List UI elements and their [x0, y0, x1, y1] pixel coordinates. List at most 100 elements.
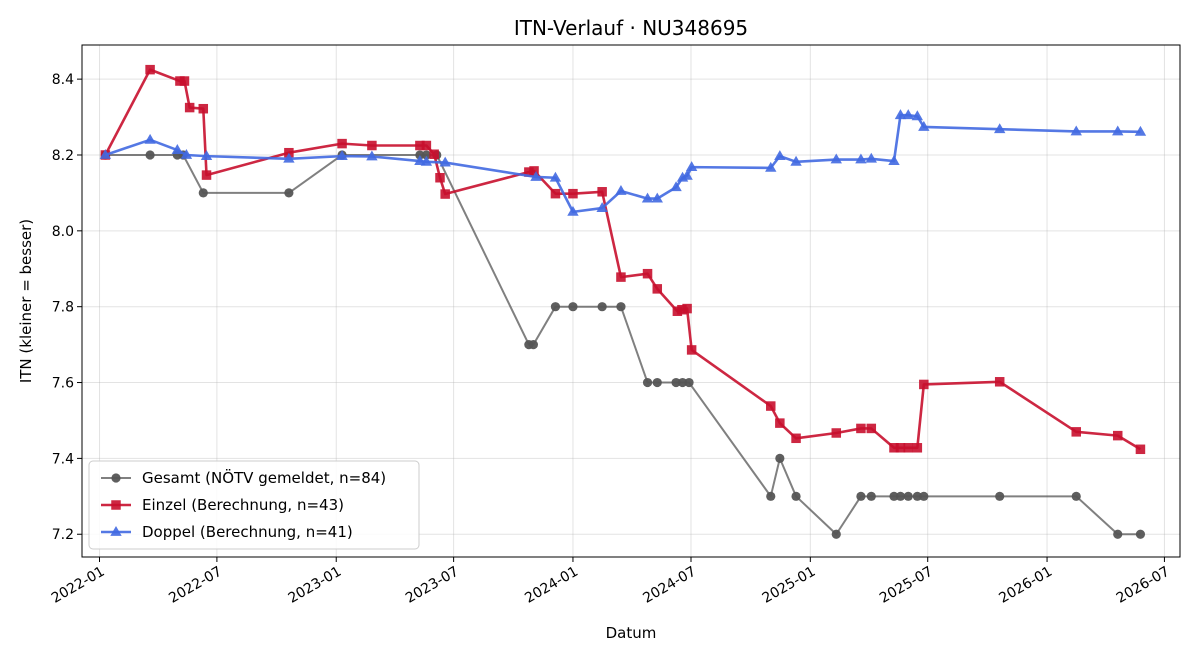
- chart-title: ITN-Verlauf · NU348695: [514, 16, 748, 40]
- data-point: [201, 170, 212, 180]
- series-3: [99, 109, 1147, 216]
- data-point: [550, 188, 561, 199]
- data-point: [1071, 491, 1081, 501]
- data-point: [615, 185, 627, 195]
- data-point: [144, 133, 156, 144]
- data-point: [616, 302, 626, 312]
- data-point: [439, 156, 451, 167]
- data-point: [529, 166, 539, 176]
- data-point: [790, 155, 802, 166]
- legend-item: Einzel (Berechnung, n=43): [101, 496, 344, 514]
- legend-label: Gesamt (NÖTV gemeldet, n=84): [142, 468, 386, 487]
- data-point: [830, 153, 842, 164]
- y-tick-label: 8.2: [52, 148, 74, 164]
- data-point: [856, 491, 866, 501]
- y-axis-label: ITN (kleiner = besser): [17, 219, 35, 383]
- data-point: [549, 171, 562, 182]
- data-point: [524, 167, 534, 177]
- data-point: [596, 202, 608, 212]
- data-point: [831, 428, 842, 438]
- data-point: [919, 491, 929, 501]
- legend-box: [88, 460, 420, 550]
- legend-label: Doppel (Berechnung, n=41): [142, 523, 353, 541]
- legend-swatch-marker: [110, 526, 122, 536]
- data-point: [889, 491, 899, 501]
- data-point: [198, 188, 208, 198]
- data-point: [671, 377, 681, 388]
- data-point: [283, 152, 295, 163]
- grid-lines: [82, 45, 1180, 557]
- legend-swatch-marker: [111, 500, 121, 510]
- data-point: [791, 433, 801, 444]
- data-point: [568, 302, 578, 312]
- series-2: [100, 64, 1146, 455]
- data-point: [1071, 427, 1081, 437]
- data-point: [775, 453, 785, 463]
- data-point: [994, 123, 1006, 134]
- data-point: [912, 443, 923, 453]
- data-point: [415, 150, 425, 160]
- data-point: [903, 491, 913, 501]
- plot-area: [99, 64, 1147, 539]
- data-point: [912, 491, 922, 501]
- data-point: [597, 187, 607, 197]
- data-point: [642, 268, 653, 279]
- data-point: [171, 144, 184, 154]
- data-point: [888, 155, 900, 165]
- data-point: [855, 153, 867, 164]
- y-tick-label: 8.4: [52, 72, 74, 88]
- data-point: [415, 140, 425, 151]
- data-point: [530, 170, 542, 181]
- data-point: [670, 181, 682, 192]
- data-point: [597, 302, 607, 312]
- data-point: [894, 109, 907, 120]
- legend-label: Einzel (Berechnung, n=43): [142, 496, 344, 514]
- data-point: [1135, 444, 1146, 455]
- data-point: [336, 150, 348, 161]
- y-tick-label: 7.2: [52, 527, 74, 543]
- data-point: [856, 423, 866, 434]
- data-point: [1113, 529, 1123, 539]
- data-point: [421, 150, 431, 160]
- x-axis-label: Datum: [606, 624, 657, 642]
- data-point: [889, 443, 899, 453]
- data-point: [681, 169, 693, 180]
- data-point: [995, 491, 1005, 501]
- data-point: [429, 149, 439, 159]
- data-point: [895, 443, 906, 453]
- data-point: [200, 150, 213, 161]
- data-point: [651, 192, 663, 203]
- data-point: [99, 148, 112, 159]
- data-point: [145, 64, 155, 75]
- data-point: [567, 205, 579, 216]
- data-point: [284, 188, 294, 198]
- data-point: [791, 491, 801, 501]
- data-point: [903, 443, 914, 453]
- data-point: [918, 120, 930, 131]
- data-point: [765, 161, 777, 172]
- data-point: [367, 140, 377, 151]
- data-point: [145, 150, 155, 160]
- data-point: [766, 491, 776, 501]
- y-tick-label: 8.0: [52, 224, 74, 240]
- data-point: [919, 379, 929, 390]
- legend-item: Doppel (Berechnung, n=41): [101, 523, 353, 541]
- data-point: [652, 284, 663, 294]
- data-point: [366, 150, 378, 161]
- data-point: [337, 138, 347, 149]
- data-point: [911, 110, 924, 121]
- data-point: [184, 102, 195, 113]
- data-point: [831, 529, 841, 539]
- data-point: [641, 192, 654, 203]
- legend-item: Gesamt (NÖTV gemeldet, n=84): [101, 468, 386, 487]
- data-point: [1112, 430, 1123, 441]
- data-point: [686, 345, 697, 355]
- plot-frame: [81, 44, 1181, 558]
- data-point: [684, 377, 694, 388]
- data-point: [528, 340, 538, 350]
- data-point: [865, 152, 877, 163]
- data-point: [420, 155, 433, 166]
- data-point: [421, 140, 432, 151]
